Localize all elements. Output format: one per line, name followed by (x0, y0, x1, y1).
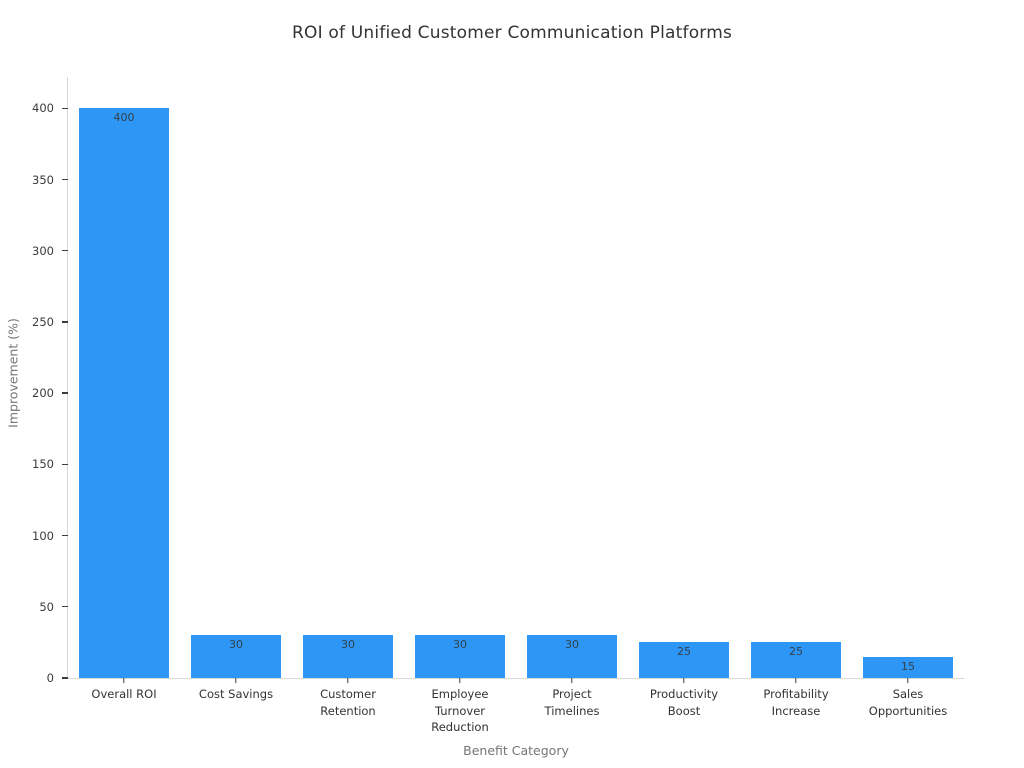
x-tick-label: Productivity Boost (649, 687, 719, 718)
x-tick-label: Cost Savings (198, 687, 274, 701)
x-tick-label: Project Timelines (544, 687, 600, 718)
y-tick-mark (62, 534, 68, 537)
x-tick-mark (571, 678, 573, 683)
y-tick-mark (62, 321, 68, 323)
bar: 25 (751, 642, 841, 678)
x-tick-label: Overall ROI (91, 687, 157, 701)
bar-value-label: 25 (788, 645, 803, 659)
y-tick-label: 100 (32, 528, 54, 543)
bar: 400 (79, 108, 169, 678)
y-tick-label: 200 (32, 386, 54, 401)
bar: 30 (191, 635, 281, 678)
y-tick-label: 0 (46, 671, 54, 685)
x-tick-mark (459, 678, 461, 683)
y-tick-mark (62, 107, 68, 110)
bar-value-label: 30 (228, 638, 243, 652)
chart-title: ROI of Unified Customer Communication Pl… (291, 23, 733, 43)
x-tick-label: Sales Opportunities (868, 687, 948, 718)
x-axis-spine (67, 678, 964, 680)
y-tick-label: 250 (32, 314, 54, 329)
y-tick-label: 150 (32, 457, 54, 472)
x-tick-label: Profitability Increase (763, 687, 829, 718)
y-tick-label: 50 (39, 599, 54, 614)
y-tick-mark (62, 463, 68, 466)
x-tick-mark (235, 678, 237, 683)
y-tick-label: 300 (32, 243, 54, 258)
x-axis-title: Benefit Category (463, 743, 569, 758)
y-axis-spine (67, 77, 69, 679)
bar: 30 (303, 635, 393, 678)
bar-value-label: 25 (676, 645, 691, 659)
y-tick-mark (62, 178, 68, 181)
x-tick-label: Employee Turnover Reduction (431, 687, 489, 734)
y-tick-mark (62, 677, 68, 679)
plot-area: 0 50 100 150 200 250 300 350 400 400 Overall ROI 30… (32, 77, 964, 734)
bar: 15 (863, 656, 953, 678)
x-tick-mark (123, 678, 125, 683)
y-axis-title: Improvement (%) (5, 318, 21, 428)
x-tick-label: Customer Retention (320, 687, 376, 718)
bar-value-label: 30 (564, 638, 579, 652)
bar-value-label: 400 (113, 111, 135, 125)
bar: 30 (527, 635, 617, 678)
bar: 25 (639, 642, 729, 678)
y-tick-mark (62, 392, 68, 394)
x-tick-mark (795, 678, 797, 683)
y-tick-label: 400 (32, 101, 54, 116)
y-tick-mark (62, 250, 68, 252)
bar: 30 (415, 635, 505, 678)
bar-value-label: 15 (900, 659, 915, 673)
x-tick-mark (347, 678, 349, 683)
x-tick-mark (907, 678, 909, 683)
bar-value-label: 30 (340, 638, 355, 652)
y-tick-label: 350 (32, 172, 54, 187)
bar-value-label: 30 (452, 638, 467, 652)
x-tick-mark (683, 678, 685, 683)
y-tick-mark (62, 606, 68, 608)
